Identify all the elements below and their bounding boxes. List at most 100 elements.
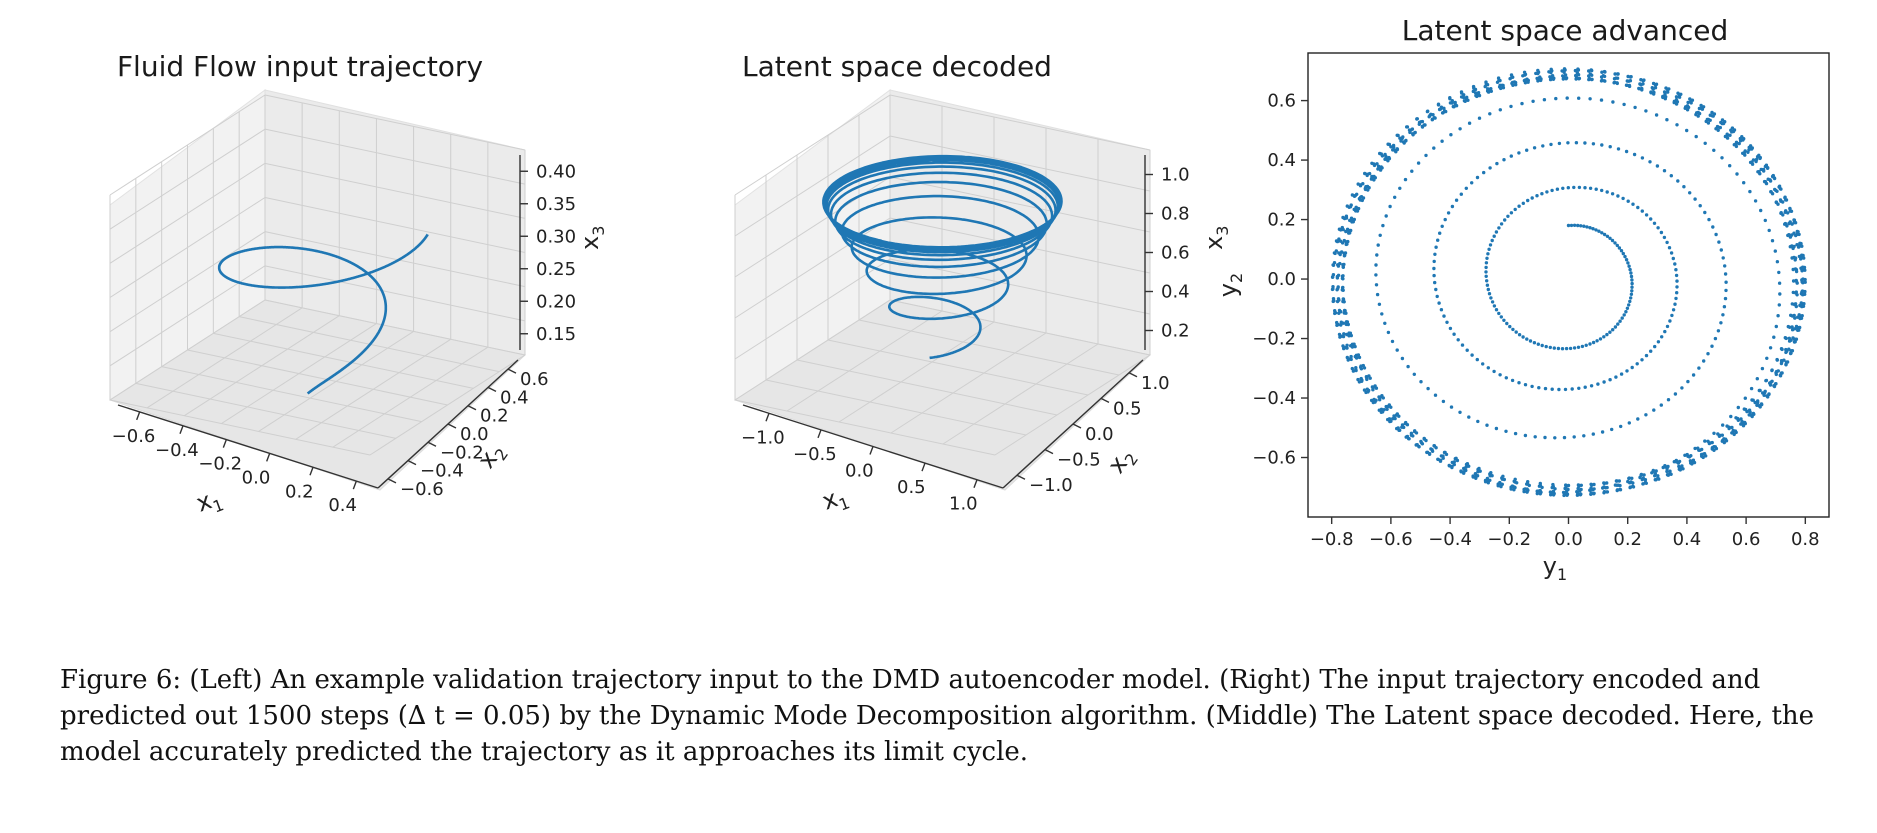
scatter-point (1608, 145, 1612, 149)
scatter-point (1599, 98, 1604, 102)
scatter-point (1656, 340, 1661, 344)
scatter-point (1789, 313, 1793, 317)
y-tick-label: −0.2 (1252, 329, 1296, 350)
scatter-point (1539, 78, 1543, 83)
scatter-point (1582, 434, 1586, 438)
scatter-point (1629, 271, 1633, 275)
x-tick-label: 0.4 (328, 495, 357, 516)
scatter-point (1748, 160, 1753, 165)
scatter-point (1536, 68, 1540, 73)
grid-line (109, 162, 266, 264)
scatter-point (1649, 349, 1653, 353)
scatter-point (1543, 386, 1548, 391)
scatter-point (1470, 353, 1474, 357)
scatter-point (1523, 433, 1528, 438)
grid-line (264, 94, 526, 151)
scatter-point (1770, 368, 1774, 372)
grid-line (258, 331, 414, 432)
scatter-point (1498, 108, 1503, 112)
scatter-point (1625, 79, 1630, 83)
scatter-point (1713, 445, 1718, 449)
z-tick-label: 0.8 (1161, 204, 1190, 225)
z-tick-label: 0.6 (1161, 243, 1190, 264)
scatter-point (1613, 325, 1618, 329)
scatter-point (1381, 223, 1385, 228)
scatter-point (1617, 479, 1622, 483)
scatter-point (1624, 258, 1629, 262)
grid-line (858, 319, 1120, 376)
x-tick-label: −0.2 (198, 454, 242, 475)
scatter-point (1664, 86, 1668, 90)
trajectory-line (217, 233, 429, 395)
scatter-point (1770, 379, 1774, 383)
scatter-point (1548, 75, 1552, 79)
scatter-point (1485, 423, 1489, 427)
scatter-point (1628, 267, 1632, 272)
y-tick-label: −0.5 (1057, 450, 1101, 471)
scatter-point (1532, 341, 1537, 345)
scatter-point (1385, 407, 1389, 411)
scatter-point (1509, 104, 1513, 109)
scatter-point (1792, 218, 1796, 222)
y-tick-label: −0.4 (1252, 388, 1296, 409)
scatter-point (1400, 356, 1405, 361)
scatter-point (1631, 481, 1635, 485)
scatter-point (1790, 325, 1794, 329)
scatter-point (1640, 358, 1644, 362)
scatter-point (1710, 110, 1714, 115)
scatter-point (1380, 154, 1385, 158)
scatter-point (1602, 69, 1607, 74)
scatter-point (1633, 105, 1637, 110)
scatter-point (1610, 192, 1615, 196)
grid-line (264, 162, 526, 219)
scatter-point (1510, 378, 1515, 383)
scatter-point (1378, 168, 1383, 172)
scatter-point (1793, 302, 1798, 306)
scatter-point (1509, 487, 1513, 491)
scatter-point (1660, 335, 1664, 339)
grid-line (889, 299, 1151, 356)
scatter-point (1775, 357, 1779, 362)
scatter-point (1542, 98, 1547, 102)
scatter-point (1790, 244, 1794, 248)
scatter-point (1767, 392, 1771, 396)
grid-line (264, 231, 526, 288)
scatter-point (1794, 337, 1799, 341)
scatter-point (1795, 229, 1800, 234)
scatter-point (1386, 330, 1391, 335)
scatter-point (1572, 223, 1577, 227)
scatter-point (1724, 288, 1728, 293)
scatter-point (1778, 292, 1782, 296)
scatter-point (1659, 230, 1664, 235)
scatter-point (1344, 229, 1348, 234)
scatter-point (1662, 169, 1667, 173)
scatter-point (1596, 382, 1600, 386)
scatter-point (1720, 118, 1725, 122)
scatter-point (1513, 207, 1517, 212)
scatter-point (1739, 417, 1743, 421)
scatter-point (1342, 332, 1346, 336)
scatter-point (1408, 130, 1412, 135)
grid-line (213, 332, 474, 389)
scatter-point (1626, 74, 1630, 79)
scatter-point (1497, 85, 1502, 89)
scatter-point (1448, 97, 1452, 101)
scatter-point (1655, 164, 1660, 168)
scatter-point (1730, 425, 1734, 430)
z-tick-labels: 0.2 0.4 0.6 0.8 1.0 (1145, 165, 1190, 342)
scatter-point (1786, 324, 1791, 329)
x-ticks: −0.8 −0.6 −0.4 −0.2 0.0 0.2 0.4 0.6 0.8 (1310, 517, 1820, 550)
x-tick-label: 0.6 (1732, 529, 1761, 550)
scatter-point (1803, 292, 1807, 296)
scatter-point (1675, 291, 1679, 295)
scatter-point (1755, 377, 1760, 381)
scatter-point (1676, 91, 1680, 95)
scatter-point (1438, 231, 1442, 235)
scatter-point (1560, 69, 1564, 73)
scatter-point (1347, 231, 1351, 235)
panel-middle-3d: Latent space decoded 0.2 0.4 0.6 0.8 1.0 −1.… (733, 50, 1232, 516)
grid-line (734, 299, 891, 401)
scatter-point (1330, 275, 1335, 279)
x-tick-mark (869, 446, 874, 455)
scatter-point (1611, 328, 1615, 332)
